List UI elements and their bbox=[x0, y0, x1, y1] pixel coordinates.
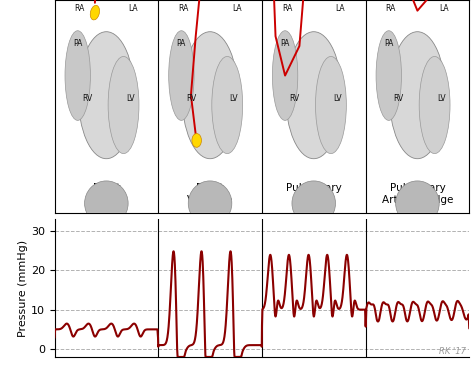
Text: Right
Atrium: Right Atrium bbox=[89, 183, 124, 205]
Y-axis label: Pressure (mmHg): Pressure (mmHg) bbox=[18, 240, 28, 336]
Text: RA: RA bbox=[74, 4, 85, 13]
Text: PA: PA bbox=[281, 39, 290, 48]
Text: LV: LV bbox=[333, 94, 342, 103]
Text: LA: LA bbox=[232, 4, 242, 13]
Ellipse shape bbox=[396, 181, 439, 226]
Ellipse shape bbox=[169, 31, 194, 120]
Ellipse shape bbox=[192, 134, 201, 147]
Text: LA: LA bbox=[336, 4, 345, 13]
Ellipse shape bbox=[286, 32, 342, 159]
Text: PA: PA bbox=[177, 39, 186, 48]
Text: RV: RV bbox=[393, 94, 403, 103]
Text: LA: LA bbox=[439, 4, 449, 13]
Text: LV: LV bbox=[229, 94, 238, 103]
Text: Right
Ventricle: Right Ventricle bbox=[187, 183, 233, 205]
Text: RV: RV bbox=[290, 94, 300, 103]
Ellipse shape bbox=[108, 56, 139, 153]
Ellipse shape bbox=[84, 181, 128, 226]
Ellipse shape bbox=[65, 31, 91, 120]
Text: LV: LV bbox=[126, 94, 135, 103]
Ellipse shape bbox=[273, 31, 298, 120]
Ellipse shape bbox=[292, 181, 336, 226]
Text: RA: RA bbox=[385, 4, 396, 13]
Ellipse shape bbox=[376, 31, 401, 120]
Text: PA: PA bbox=[73, 39, 82, 48]
Text: RA: RA bbox=[178, 4, 189, 13]
Ellipse shape bbox=[188, 181, 232, 226]
Ellipse shape bbox=[212, 56, 243, 153]
Text: Pulmonary
Artery: Pulmonary Artery bbox=[286, 183, 342, 205]
Ellipse shape bbox=[182, 32, 238, 159]
Text: LA: LA bbox=[128, 4, 138, 13]
Ellipse shape bbox=[419, 56, 450, 153]
Ellipse shape bbox=[90, 6, 100, 20]
Text: PA: PA bbox=[384, 39, 393, 48]
Text: LV: LV bbox=[437, 94, 446, 103]
Ellipse shape bbox=[78, 32, 135, 159]
Ellipse shape bbox=[316, 56, 346, 153]
Text: RA: RA bbox=[282, 4, 292, 13]
Text: Pulmonary
Artery Wedge: Pulmonary Artery Wedge bbox=[382, 183, 453, 205]
Text: RV: RV bbox=[186, 94, 196, 103]
Text: RK '17: RK '17 bbox=[439, 347, 466, 356]
Ellipse shape bbox=[389, 32, 446, 159]
Text: RV: RV bbox=[82, 94, 92, 103]
